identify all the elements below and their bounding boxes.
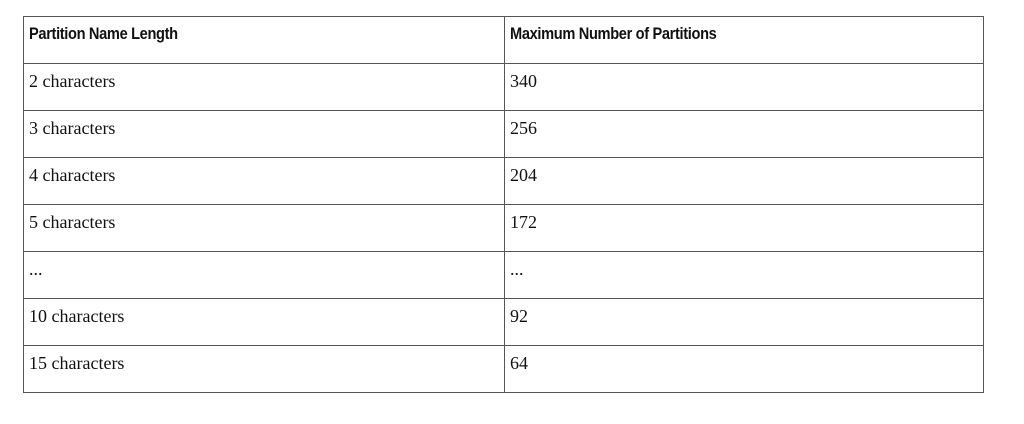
cell-max-partitions: 256 (504, 110, 984, 158)
cell-name-length: 2 characters (23, 63, 505, 111)
table-row: 3 characters 256 (23, 110, 984, 158)
table-row: 15 characters 64 (23, 345, 984, 393)
header-label: Partition Name Length (29, 24, 178, 43)
table-row: 4 characters 204 (23, 157, 984, 205)
cell-max-partitions: ... (504, 251, 984, 299)
cell-name-length: 5 characters (23, 204, 505, 252)
header-partition-name-length: Partition Name Length (23, 16, 505, 64)
header-label: Maximum Number of Partitions (510, 24, 717, 43)
table-row: 10 characters 92 (23, 298, 984, 346)
cell-name-length: 3 characters (23, 110, 505, 158)
cell-name-length: 15 characters (23, 345, 505, 393)
cell-name-length: ... (23, 251, 505, 299)
table-row: 2 characters 340 (23, 63, 984, 111)
cell-name-length: 4 characters (23, 157, 505, 205)
cell-max-partitions: 64 (504, 345, 984, 393)
header-max-partitions: Maximum Number of Partitions (504, 16, 984, 64)
table-row: ...... (23, 251, 984, 299)
partition-table: Partition Name Length Maximum Number of … (23, 16, 984, 393)
cell-max-partitions: 92 (504, 298, 984, 346)
cell-max-partitions: 340 (504, 63, 984, 111)
cell-max-partitions: 204 (504, 157, 984, 205)
cell-name-length: 10 characters (23, 298, 505, 346)
table-row: 5 characters 172 (23, 204, 984, 252)
cell-max-partitions: 172 (504, 204, 984, 252)
header-row: Partition Name Length Maximum Number of … (23, 16, 984, 64)
